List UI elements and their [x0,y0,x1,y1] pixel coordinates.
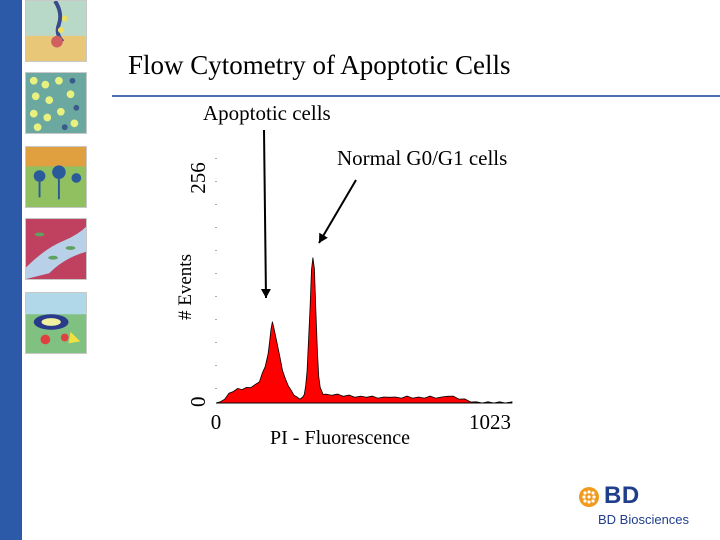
tissue-tile [25,218,87,280]
bd-logo: BD BD Biosciences [578,482,698,530]
arrow-normal [318,179,357,244]
bd-logo-subtitle: BD Biosciences [598,512,690,527]
histogram-area [215,257,513,404]
cell-membrane-tile [25,0,87,62]
title-divider [112,95,720,97]
y-tick-label: 256 [186,162,210,194]
arrow-normal-head [319,232,328,243]
x-tick-label: 1023 [469,410,511,434]
x-tick-label: 0 [211,410,222,434]
annotation-apoptotic: Apoptotic cells [203,101,331,125]
sidebar-stripe [0,0,22,540]
arrow-apoptotic [263,129,267,299]
cell-signal-tile [25,292,87,354]
x-axis-label: PI - Fluorescence [270,427,410,449]
annotation-normal: Normal G0/G1 cells [337,146,508,170]
bd-logo-text: BD [604,482,640,509]
y-tick-label: 0 [186,397,210,408]
slide-title: Flow Cytometry of Apoptotic Cells [128,50,511,80]
cell-array-tile [25,72,87,134]
bd-logo-mark-icon [579,487,599,507]
sidebar-image-strip [22,0,92,360]
receptor-tile [25,146,87,208]
y-axis-label: # Events [175,254,196,320]
arrow-apoptotic-head [260,288,271,298]
